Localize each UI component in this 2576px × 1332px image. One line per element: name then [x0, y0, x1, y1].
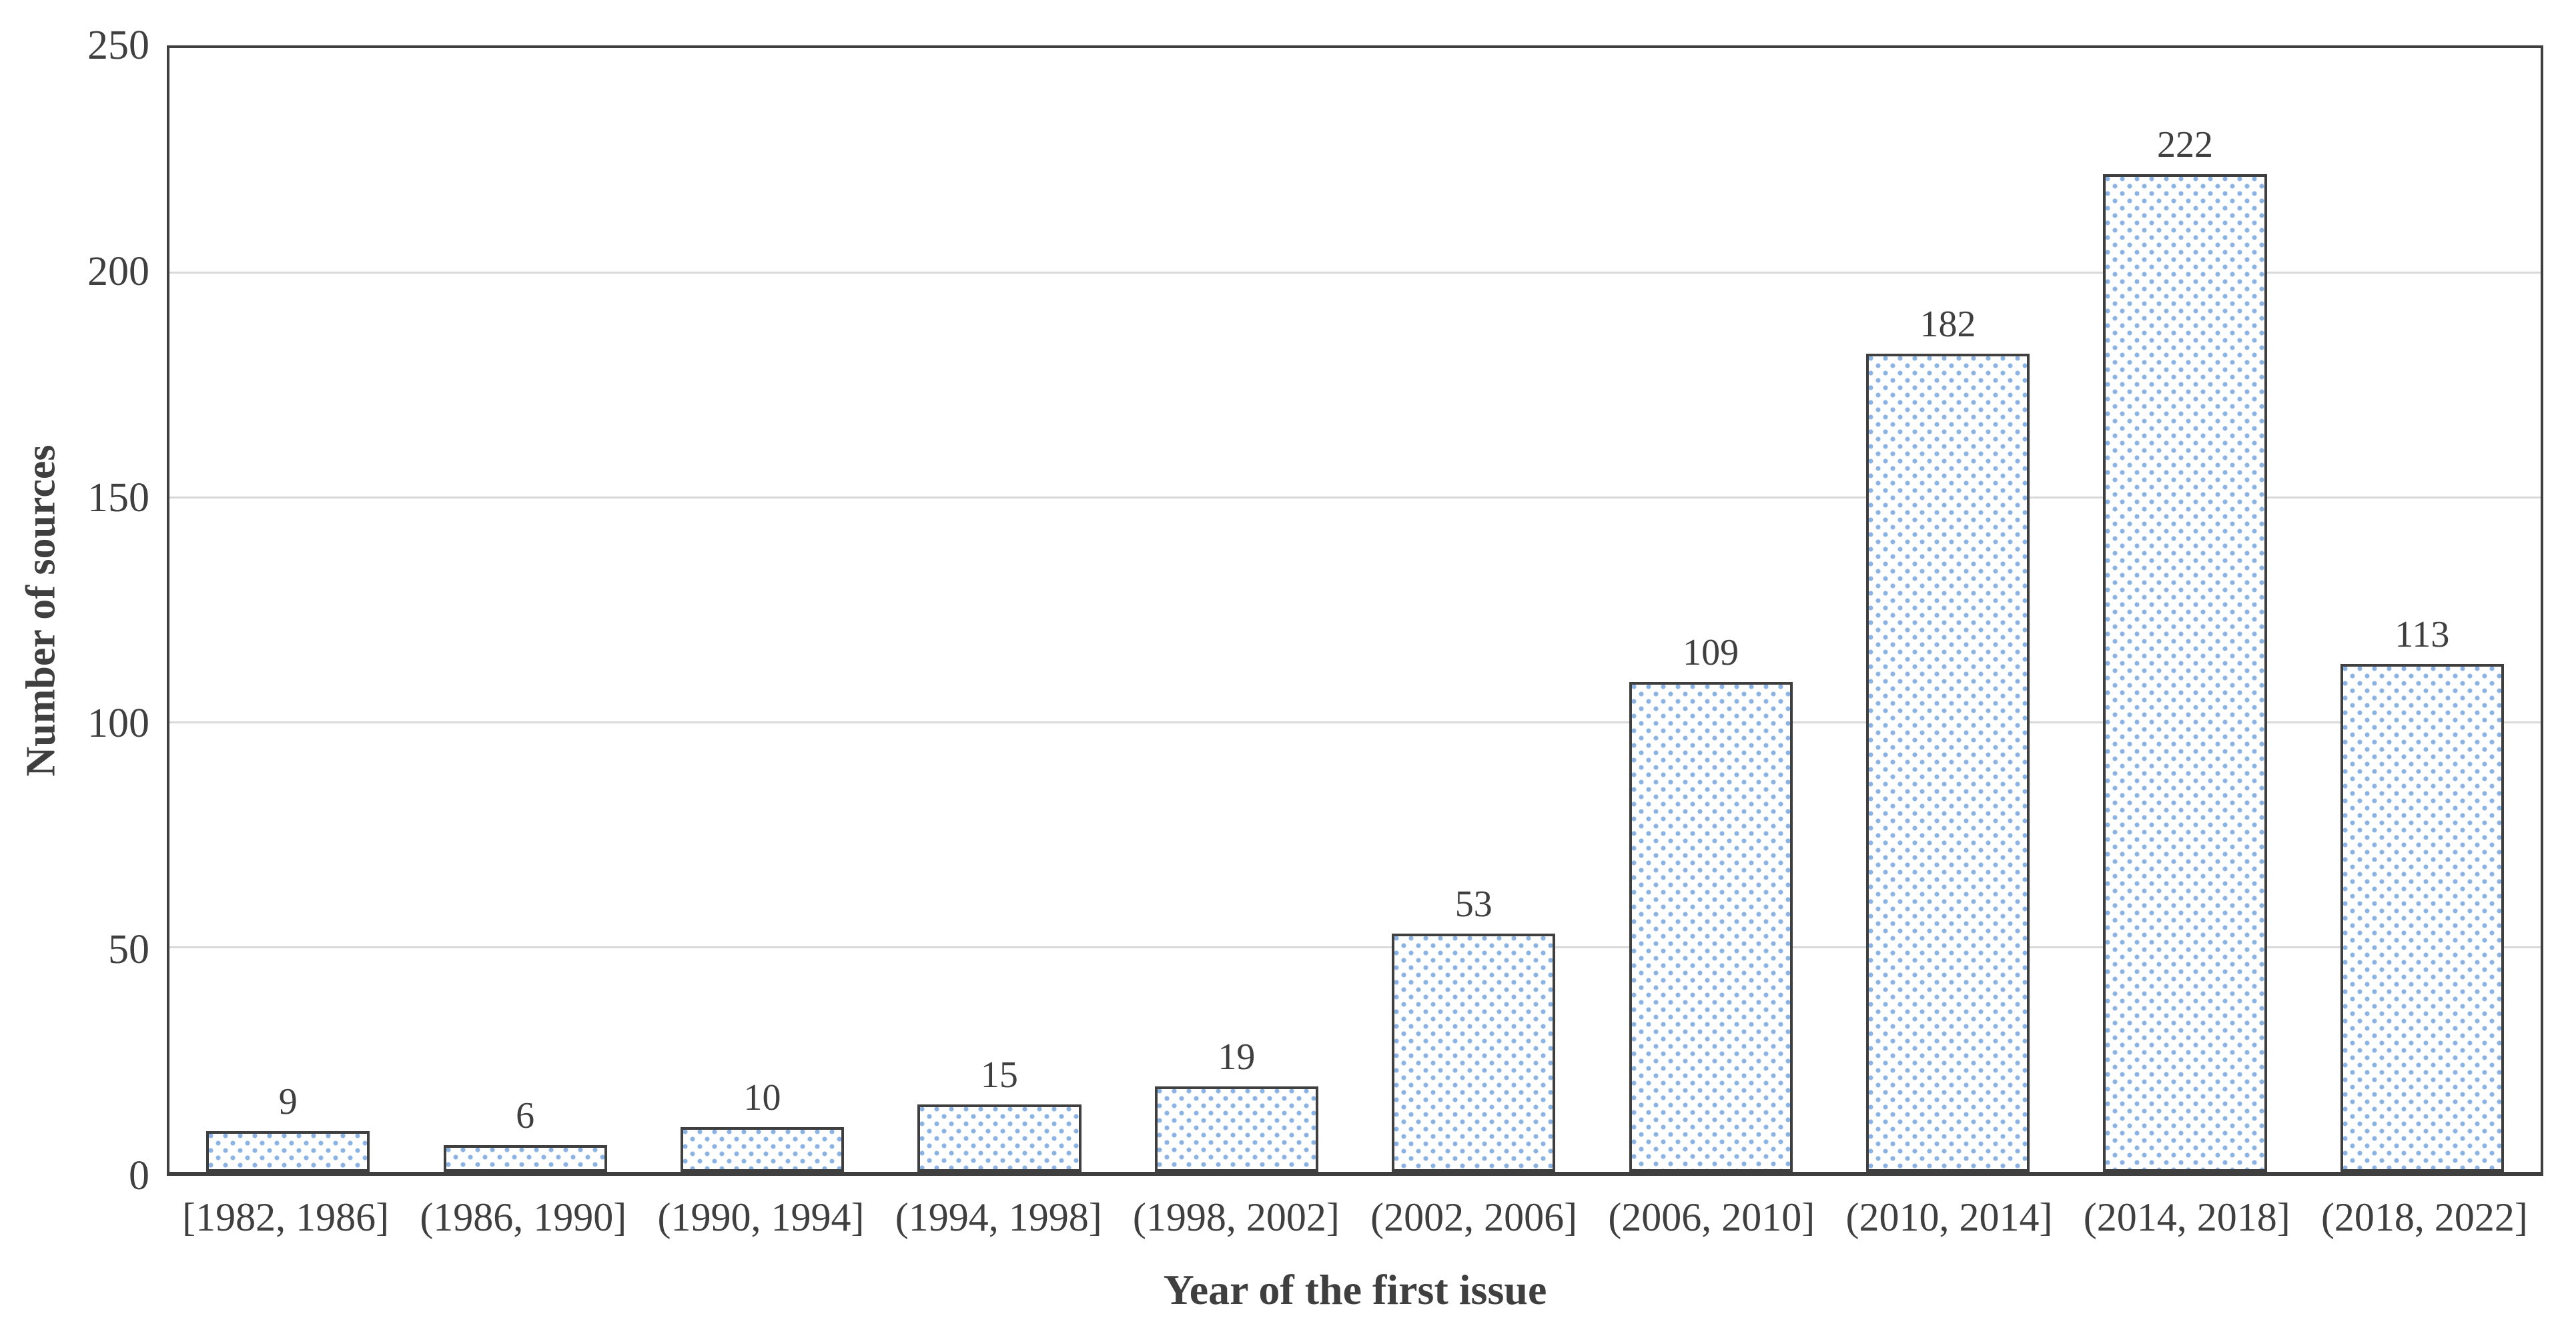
- y-tick-label: 250: [87, 23, 149, 68]
- bars-row: 9 6 10 15 19 53 109 182 222 113: [169, 48, 2541, 1172]
- bar-cell: 182: [1829, 48, 2066, 1172]
- bar: [680, 1126, 845, 1172]
- bar-value-label: 9: [278, 1081, 298, 1123]
- bar: [1865, 354, 2030, 1172]
- bar: [2103, 174, 2267, 1172]
- x-tick-label: (1998, 2002]: [1132, 1195, 1340, 1239]
- bar: [917, 1104, 1082, 1172]
- bar-cell: 53: [1355, 48, 1592, 1172]
- gridline: [169, 272, 2541, 274]
- x-tick-label: (2018, 2022]: [2320, 1195, 2528, 1239]
- plot-area: 9 6 10 15 19 53 109 182 222 113: [167, 45, 2543, 1176]
- x-tick-label: [1982, 1986]: [182, 1195, 390, 1239]
- x-axis-tick-labels: [1982, 1986] (1986, 1990] (1990, 1994] (199…: [167, 1193, 2543, 1241]
- bar: [206, 1131, 370, 1172]
- gridline: [169, 721, 2541, 723]
- y-tick-label: 100: [87, 701, 149, 747]
- bar-cell: 15: [881, 48, 1118, 1172]
- y-tick-label: 0: [129, 1153, 149, 1199]
- bar-cell: 222: [2066, 48, 2303, 1172]
- x-tick-label: (1990, 1994]: [657, 1195, 865, 1239]
- y-tick-label: 150: [87, 474, 149, 521]
- bar-value-label: 15: [980, 1054, 1018, 1096]
- bar-value-label: 109: [1683, 631, 1739, 673]
- bar: [443, 1144, 607, 1172]
- bar-cell: 109: [1592, 48, 1829, 1172]
- gridline: [169, 496, 2541, 499]
- bar-cell: 10: [644, 48, 881, 1172]
- bar-value-label: 6: [516, 1094, 535, 1136]
- bar-cell: 19: [1118, 48, 1355, 1172]
- bar-value-label: 182: [1919, 304, 1976, 346]
- x-tick-label: (2010, 2014]: [1845, 1195, 2053, 1239]
- bar-cell: 113: [2304, 48, 2541, 1172]
- gridline: [169, 946, 2541, 948]
- x-tick-label: (2002, 2006]: [1370, 1195, 1578, 1239]
- y-tick-label: 200: [87, 248, 149, 294]
- bar-value-label: 10: [743, 1076, 781, 1118]
- y-axis-tick-labels: 0 50 100 150 200 250: [0, 25, 149, 1197]
- bar-value-label: 53: [1454, 884, 1492, 925]
- bar: [2340, 663, 2504, 1172]
- bar-cell: 6: [406, 48, 643, 1172]
- bar: [1629, 681, 1793, 1172]
- bar: [1392, 934, 1556, 1172]
- bar-value-label: 113: [2395, 613, 2450, 655]
- bar-value-label: 19: [1218, 1036, 1256, 1078]
- x-tick-label: (1986, 1990]: [420, 1195, 627, 1239]
- bar-value-label: 222: [2156, 123, 2213, 165]
- bar: [1154, 1086, 1318, 1172]
- x-axis-title: Year of the first issue: [1163, 1266, 1547, 1313]
- y-tick-label: 50: [108, 927, 149, 973]
- bar-cell: 9: [169, 48, 406, 1172]
- x-tick-label: (2014, 2018]: [2083, 1195, 2290, 1239]
- x-tick-label: (1994, 1998]: [895, 1195, 1102, 1239]
- x-tick-label: (2006, 2010]: [1608, 1195, 1815, 1239]
